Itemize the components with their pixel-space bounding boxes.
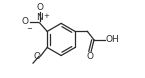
Text: +: +	[43, 13, 49, 19]
Text: O: O	[87, 52, 94, 61]
Text: OH: OH	[106, 35, 119, 44]
Text: −: −	[27, 26, 32, 32]
Text: O: O	[36, 3, 43, 12]
Text: N: N	[36, 13, 43, 22]
Text: O: O	[33, 51, 40, 61]
Text: O: O	[21, 17, 28, 26]
